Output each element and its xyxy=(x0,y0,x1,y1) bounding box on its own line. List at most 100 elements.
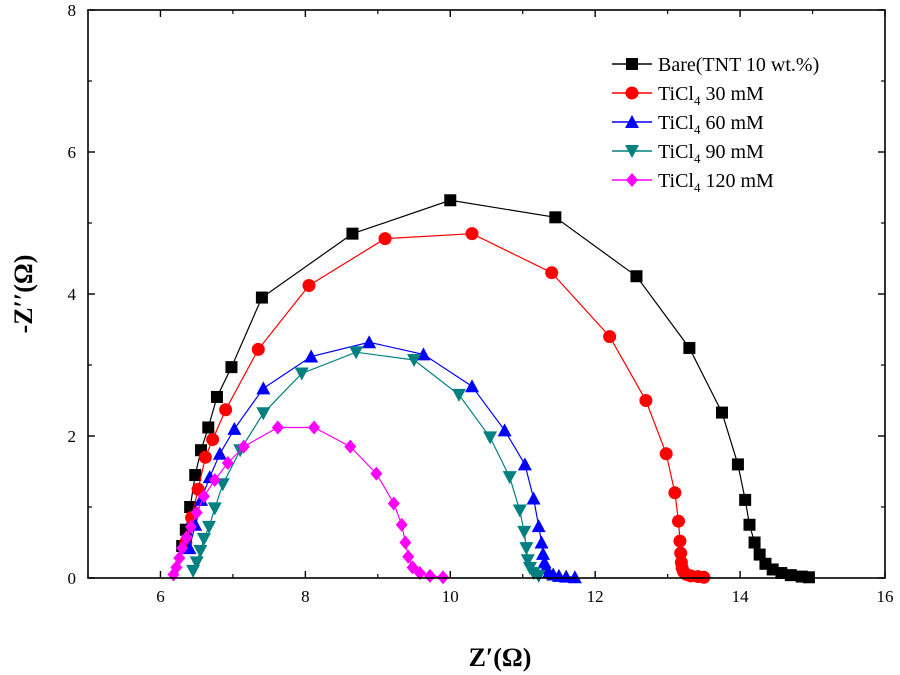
data-point xyxy=(208,473,221,488)
data-point xyxy=(182,541,197,555)
y-tick-label: 4 xyxy=(68,285,77,304)
data-point xyxy=(413,566,426,581)
data-point xyxy=(256,381,271,395)
data-point xyxy=(344,439,357,454)
legend-marker xyxy=(626,173,638,187)
legend-marker xyxy=(625,86,639,100)
data-point xyxy=(534,535,549,549)
data-point xyxy=(189,469,202,482)
data-point xyxy=(517,525,532,539)
data-point xyxy=(753,548,766,561)
data-point xyxy=(402,549,415,564)
data-point xyxy=(512,504,527,518)
data-point xyxy=(519,542,534,556)
data-point xyxy=(444,194,457,207)
data-point xyxy=(271,420,284,435)
data-point xyxy=(294,367,309,381)
data-point xyxy=(715,406,728,419)
data-point xyxy=(672,514,686,528)
data-point xyxy=(206,433,220,447)
data-point xyxy=(180,530,193,545)
data-point xyxy=(378,232,392,246)
x-tick-label: 12 xyxy=(587,587,604,606)
data-point xyxy=(308,420,321,435)
legend-marker xyxy=(625,115,639,128)
data-point xyxy=(201,520,216,534)
data-point xyxy=(673,534,687,548)
data-point xyxy=(349,346,364,360)
series-2 xyxy=(179,227,711,584)
data-point xyxy=(531,519,546,533)
data-point xyxy=(630,270,643,283)
x-tick-label: 8 xyxy=(301,587,310,606)
data-point xyxy=(567,570,582,584)
data-point xyxy=(520,554,535,568)
data-point xyxy=(202,421,215,434)
data-point xyxy=(775,567,788,580)
data-point xyxy=(407,354,422,368)
data-point xyxy=(193,545,208,559)
data-point xyxy=(683,341,696,354)
data-point xyxy=(176,541,189,556)
data-point xyxy=(221,455,234,470)
legend-label: TiCl4 90 mM xyxy=(658,141,764,166)
data-point xyxy=(526,491,541,505)
x-tick-label: 16 xyxy=(877,587,894,606)
data-point xyxy=(255,291,268,304)
legend-marker xyxy=(626,58,638,70)
x-tick-label: 6 xyxy=(156,587,165,606)
legend-item: TiCl4 30 mM xyxy=(612,83,764,108)
data-point xyxy=(743,518,756,531)
legend-label: TiCl4 120 mM xyxy=(658,170,774,195)
x-tick-label: 10 xyxy=(442,587,459,606)
legend-label: TiCl4 30 mM xyxy=(658,83,764,108)
data-point xyxy=(502,471,517,485)
data-point xyxy=(219,403,233,417)
tick-labels: 6 8 10 12 14 16 0 2 4 6 8 xyxy=(68,1,894,606)
data-point xyxy=(346,227,359,240)
data-point xyxy=(731,458,744,471)
data-point xyxy=(668,486,682,500)
data-point xyxy=(237,439,250,454)
data-point xyxy=(465,379,480,393)
data-point xyxy=(545,266,559,280)
data-point xyxy=(225,361,238,374)
plot-frame xyxy=(87,9,886,579)
data-point xyxy=(603,330,617,344)
x-axis-label: Z′(Ω) xyxy=(469,643,532,672)
x-tick-label: 14 xyxy=(732,587,750,606)
data-point xyxy=(210,390,223,403)
legend: Bare(TNT 10 wt.%) TiCl4 30 mM TiCl4 60 mM T… xyxy=(612,54,819,195)
data-point xyxy=(196,532,211,546)
data-point xyxy=(189,556,204,570)
data-point xyxy=(227,421,242,435)
legend-item: TiCl4 120 mM xyxy=(612,170,774,195)
data-point xyxy=(739,493,752,506)
data-point xyxy=(784,569,797,582)
y-tick-label: 6 xyxy=(68,143,77,162)
data-point xyxy=(451,388,466,402)
data-point xyxy=(251,342,265,356)
data-point xyxy=(197,489,210,504)
data-point xyxy=(304,349,319,363)
data-point xyxy=(362,335,377,349)
data-point xyxy=(483,431,498,445)
legend-marker xyxy=(625,145,639,158)
y-tick-label: 2 xyxy=(68,427,77,446)
data-point xyxy=(395,517,408,532)
data-point xyxy=(549,211,562,224)
data-point xyxy=(387,496,400,511)
data-point xyxy=(190,505,203,520)
series-3 xyxy=(182,335,582,584)
data-point xyxy=(748,536,761,549)
data-point xyxy=(207,502,222,516)
legend-label: TiCl4 60 mM xyxy=(658,112,764,137)
legend-item: TiCl4 90 mM xyxy=(612,141,764,166)
data-point xyxy=(198,450,212,464)
data-point xyxy=(423,568,436,583)
data-point xyxy=(212,446,227,460)
data-point xyxy=(497,423,512,437)
legend-item: Bare(TNT 10 wt.%) xyxy=(612,54,819,76)
